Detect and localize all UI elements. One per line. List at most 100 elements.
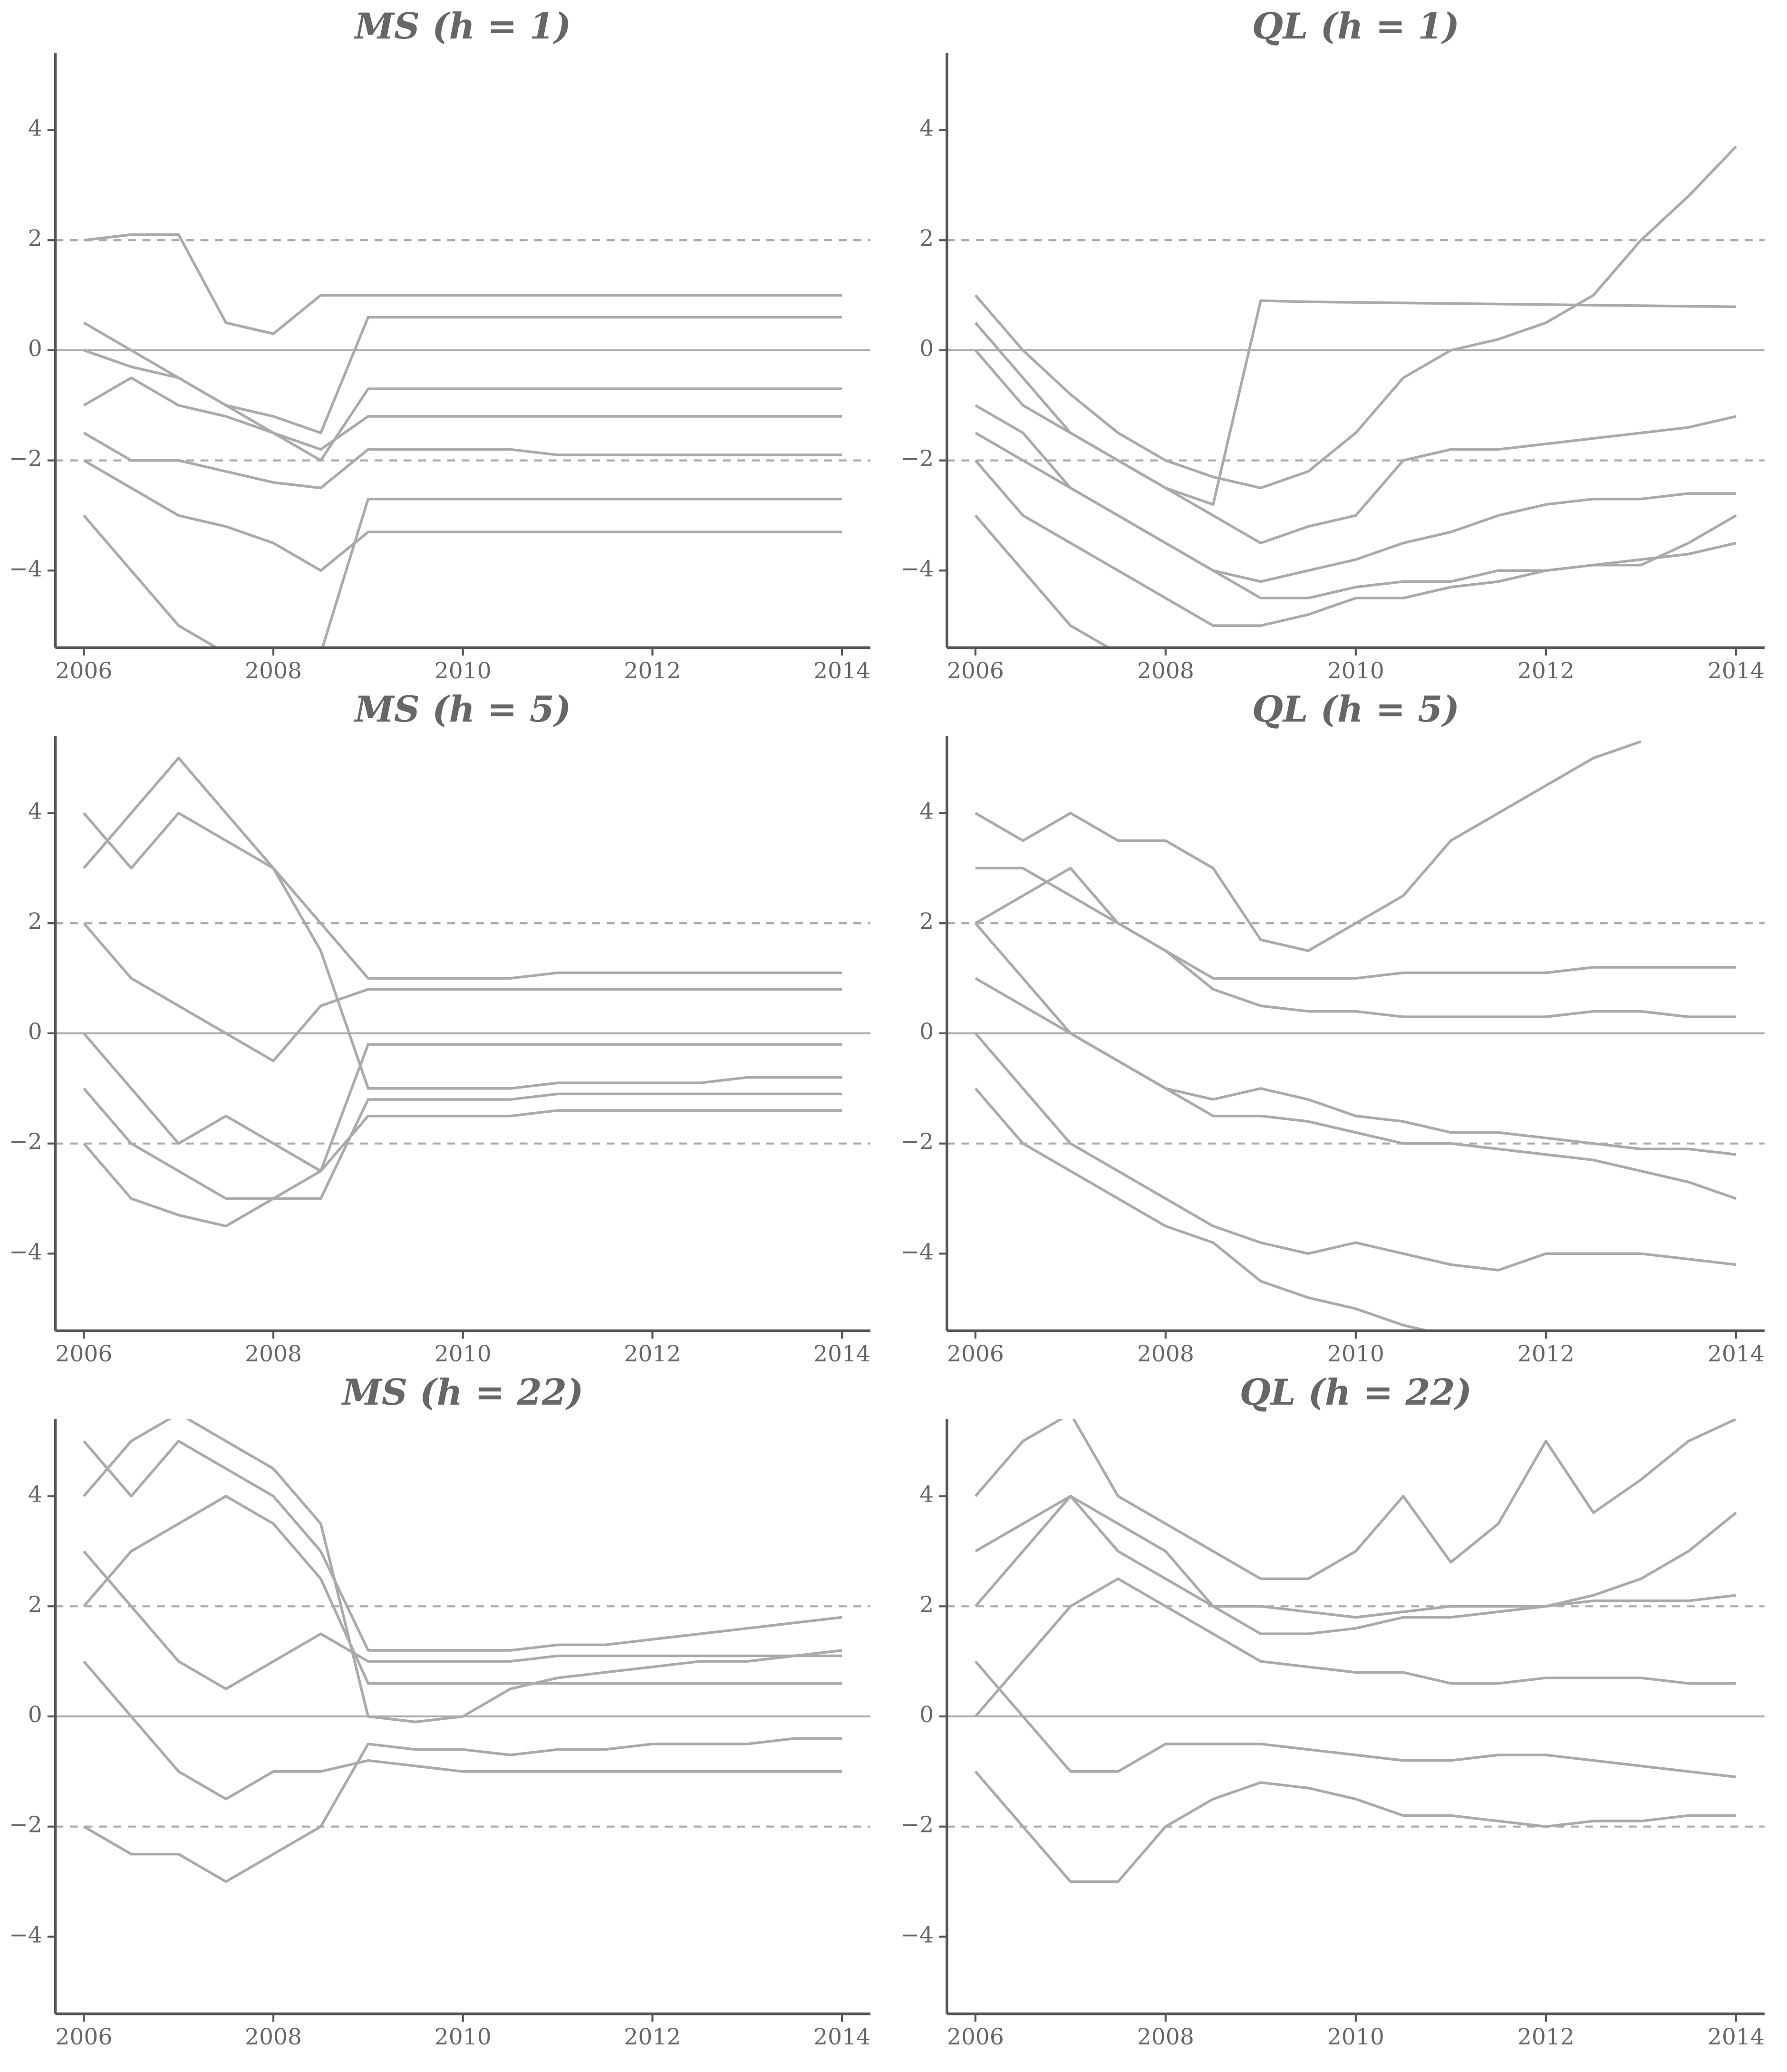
x-tick-label: 2014 xyxy=(1708,1341,1765,1367)
y-tick-label: −2 xyxy=(901,1812,934,1838)
x-tick-label: 2014 xyxy=(1708,2024,1765,2050)
series-line xyxy=(974,1771,1736,1883)
x-tick-label: 2006 xyxy=(947,2024,1004,2050)
series-line xyxy=(975,1494,1737,1619)
series-line xyxy=(83,1737,842,1883)
x-tick-label: 2008 xyxy=(1137,2024,1194,2050)
x-tick-label: 2014 xyxy=(1708,658,1765,684)
x-tick-label: 2010 xyxy=(435,2024,492,2050)
series-line xyxy=(83,1439,842,1652)
y-tick-label: −4 xyxy=(901,1239,934,1265)
y-tick-label: 2 xyxy=(28,225,42,251)
y-tick-label: 2 xyxy=(919,908,934,935)
y-tick-label: 4 xyxy=(28,799,42,825)
x-tick-label: 2014 xyxy=(813,1341,870,1367)
y-tick-label: −4 xyxy=(901,1922,934,1948)
y-tick-label: 0 xyxy=(919,336,934,362)
y-tick-label: 4 xyxy=(919,799,934,825)
series-line xyxy=(975,432,1737,600)
x-tick-label: 2010 xyxy=(435,1341,492,1367)
series-line xyxy=(83,1087,842,1200)
panel-title: MS (h = 1) xyxy=(353,5,571,47)
y-tick-label: −4 xyxy=(9,1922,42,1948)
y-tick-label: 2 xyxy=(28,1591,42,1618)
series-line xyxy=(83,376,842,462)
y-tick-label: 4 xyxy=(919,1482,934,1508)
y-tick-label: −2 xyxy=(9,1129,42,1155)
plot-area xyxy=(947,740,1765,1331)
panel-title: QL (h = 22) xyxy=(1240,1371,1472,1413)
plot-area xyxy=(55,233,870,648)
y-tick-label: 4 xyxy=(28,1482,42,1508)
x-tick-label: 2006 xyxy=(55,1341,112,1367)
series-line xyxy=(83,756,842,1090)
series-line xyxy=(83,497,842,648)
x-tick-label: 2008 xyxy=(245,658,302,684)
plot-area xyxy=(55,1419,870,1883)
series-line xyxy=(83,432,842,490)
y-tick-label: 0 xyxy=(28,1019,42,1045)
x-tick-label: 2012 xyxy=(624,1341,681,1367)
x-tick-label: 2008 xyxy=(1137,658,1194,684)
series-line xyxy=(83,1660,842,1801)
series-line xyxy=(975,867,1736,1018)
y-tick-label: 2 xyxy=(919,1591,934,1618)
y-tick-label: −2 xyxy=(9,1812,42,1838)
series-line xyxy=(974,322,1737,545)
series-line xyxy=(83,459,842,572)
x-tick-label: 2010 xyxy=(1327,1341,1384,1367)
y-tick-label: −2 xyxy=(901,446,934,472)
x-tick-label: 2006 xyxy=(947,658,1004,684)
x-tick-label: 2012 xyxy=(624,658,681,684)
y-tick-label: −2 xyxy=(901,1129,934,1155)
y-tick-label: 0 xyxy=(919,1702,934,1728)
panel-title: QL (h = 5) xyxy=(1252,688,1459,730)
series-line xyxy=(975,867,1736,980)
x-tick-label: 2008 xyxy=(245,1341,302,1367)
series-line xyxy=(974,1660,1737,1779)
x-tick-label: 2008 xyxy=(1137,1341,1194,1367)
y-tick-label: 4 xyxy=(919,116,934,142)
series-line xyxy=(974,1032,1737,1272)
plot-area xyxy=(947,145,1765,648)
y-tick-label: 0 xyxy=(28,336,42,362)
y-tick-label: −2 xyxy=(9,446,42,472)
series-line xyxy=(83,1494,842,1685)
series-line xyxy=(974,145,1737,490)
series-line xyxy=(84,233,842,335)
series-line xyxy=(83,1550,842,1690)
series-line xyxy=(974,299,1736,506)
series-line xyxy=(974,514,1111,648)
x-tick-label: 2008 xyxy=(245,2024,302,2050)
x-tick-label: 2006 xyxy=(55,658,112,684)
x-tick-label: 2014 xyxy=(813,2024,870,2050)
plot-area xyxy=(947,1419,1765,1883)
series-line xyxy=(83,922,842,1062)
y-tick-label: 2 xyxy=(28,908,42,935)
y-tick-label: 0 xyxy=(28,1702,42,1728)
x-tick-label: 2006 xyxy=(947,1341,1004,1367)
series-line xyxy=(974,459,1737,627)
series-line xyxy=(974,1577,1736,1717)
series-line xyxy=(974,1494,1737,1635)
panel-title: QL (h = 1) xyxy=(1252,5,1459,47)
series-line xyxy=(974,922,1737,1156)
x-tick-label: 2012 xyxy=(1517,2024,1574,2050)
series-line xyxy=(975,740,1642,952)
y-tick-label: 0 xyxy=(919,1019,934,1045)
series-line xyxy=(83,811,842,980)
x-tick-label: 2006 xyxy=(55,2024,112,2050)
series-line xyxy=(974,1419,1737,1581)
y-tick-label: 4 xyxy=(28,116,42,142)
x-tick-label: 2010 xyxy=(435,658,492,684)
panel-title: MS (h = 5) xyxy=(353,688,571,730)
x-tick-label: 2012 xyxy=(1517,658,1574,684)
x-tick-label: 2012 xyxy=(1517,1341,1574,1367)
x-tick-label: 2010 xyxy=(1327,2024,1384,2050)
x-tick-label: 2014 xyxy=(813,658,870,684)
plot-area xyxy=(55,756,870,1228)
series-line xyxy=(83,349,842,451)
y-tick-label: −4 xyxy=(901,556,934,582)
series-line xyxy=(83,1092,842,1228)
